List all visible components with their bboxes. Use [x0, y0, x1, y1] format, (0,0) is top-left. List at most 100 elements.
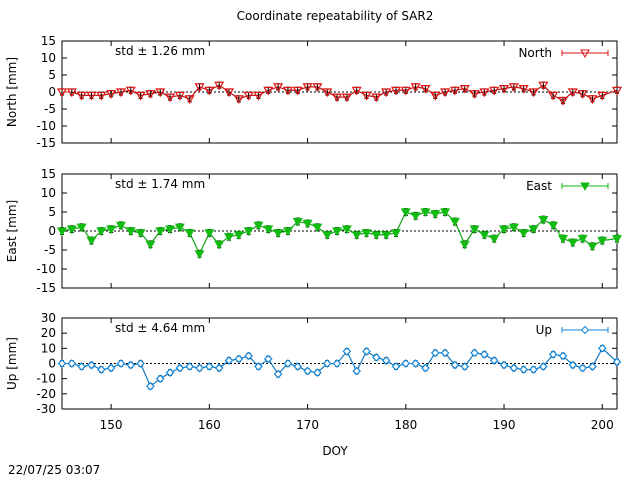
data-point: [303, 366, 312, 376]
data-point: [538, 216, 549, 225]
data-point: [234, 354, 244, 364]
data-point: [528, 225, 539, 235]
data-point: [116, 359, 126, 368]
data-point: [293, 362, 303, 371]
data-point: [459, 84, 470, 94]
data-point: [243, 227, 254, 237]
data-point: [263, 354, 273, 364]
timestamp: 22/07/25 03:07: [8, 463, 100, 477]
data-point: [390, 86, 402, 96]
data-point: [459, 240, 470, 250]
data-point: [282, 86, 293, 96]
data-point: [146, 381, 155, 391]
data-point: [430, 91, 441, 101]
data-point: [254, 362, 263, 371]
data-point: [253, 91, 264, 101]
data-point: [558, 351, 568, 361]
data-point: [430, 348, 440, 358]
data-point: [587, 242, 598, 252]
data-point: [548, 91, 559, 101]
data-point: [263, 225, 274, 235]
data-point: [67, 359, 77, 368]
data-point: [440, 208, 451, 218]
data-point: [125, 227, 136, 237]
y-tick-label: 10: [41, 51, 56, 65]
y-tick-label: -15: [36, 281, 56, 295]
data-point: [460, 362, 470, 371]
y-axis-label: Up [mm]: [5, 337, 19, 390]
data-point: [185, 362, 195, 371]
y-axis-label: North [mm]: [5, 57, 19, 127]
y-tick-label: -10: [36, 262, 56, 276]
legend-marker: [580, 182, 590, 192]
data-point: [155, 88, 166, 98]
legend-label: Up: [536, 323, 552, 337]
data-point: [322, 88, 333, 98]
y-tick-label: -10: [36, 372, 56, 386]
data-point: [410, 83, 421, 93]
data-point: [381, 88, 392, 98]
data-point: [390, 229, 402, 239]
data-point: [106, 225, 117, 235]
data-point: [302, 83, 313, 93]
data-point: [587, 95, 598, 105]
data-point: [611, 86, 623, 96]
data-point: [371, 93, 382, 103]
data-point: [214, 240, 225, 250]
data-point: [56, 88, 68, 98]
data-point: [96, 227, 107, 237]
data-point: [223, 233, 235, 242]
data-point: [469, 90, 480, 99]
data-point: [538, 362, 548, 371]
data-point: [214, 363, 224, 373]
data-point: [508, 223, 519, 233]
data-point: [518, 84, 529, 94]
data-point: [184, 229, 195, 239]
data-point: [155, 374, 165, 384]
data-point: [195, 363, 204, 373]
data-point: [361, 91, 372, 101]
data-point: [106, 90, 117, 99]
data-point: [165, 93, 176, 103]
data-point: [597, 236, 608, 246]
y-tick-label: -30: [36, 402, 56, 416]
data-point: [292, 86, 303, 96]
data-point: [479, 88, 490, 98]
data-point: [86, 91, 97, 101]
data-point: [410, 212, 421, 222]
y-tick-label: -20: [36, 387, 56, 401]
data-point: [449, 86, 460, 96]
data-point: [371, 353, 381, 362]
data-point: [56, 227, 68, 237]
data-point: [204, 229, 215, 239]
data-point: [342, 347, 352, 356]
legend-marker: [580, 49, 590, 59]
data-point: [508, 83, 519, 93]
data-point: [96, 365, 106, 374]
data-point: [361, 229, 372, 239]
data-point: [194, 250, 205, 260]
data-point: [391, 362, 401, 371]
data-point: [145, 240, 156, 250]
panels-group: -15 -10 -5 0 5 10 15 North [mm] std ± 1.26 mm Nor…: [5, 34, 623, 432]
panel-north: -15 -10 -5 0 5 10 15 North [mm] std ± 1.26 mm Nor…: [5, 34, 623, 150]
data-point: [165, 368, 175, 377]
data-point: [273, 83, 284, 93]
data-point: [332, 359, 342, 368]
data-point: [126, 360, 136, 370]
data-point: [87, 360, 96, 370]
data-point: [302, 219, 313, 229]
data-point: [371, 231, 382, 241]
data-point: [362, 347, 371, 356]
x-tick-label: 170: [296, 418, 319, 432]
y-tick-label: 15: [41, 34, 56, 48]
legend-marker: [580, 325, 590, 335]
data-point: [557, 235, 569, 244]
y-tick-label: 0: [48, 224, 56, 238]
data-point: [381, 231, 392, 241]
y-axis-label: East [mm]: [5, 200, 19, 262]
data-point: [135, 229, 146, 239]
data-point: [421, 363, 430, 373]
chart-title: Coordinate repeatability of SAR2: [237, 9, 434, 23]
y-tick-label: 10: [41, 186, 56, 200]
